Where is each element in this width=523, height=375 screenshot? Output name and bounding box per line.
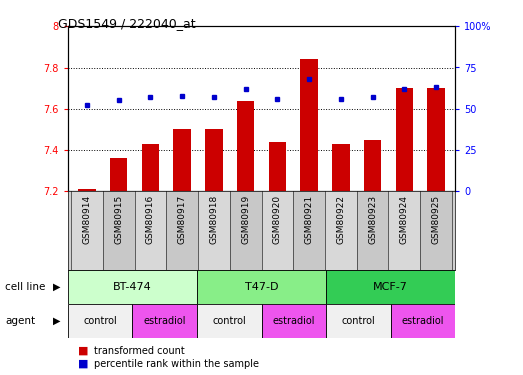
Text: agent: agent: [5, 316, 36, 326]
Text: GSM80925: GSM80925: [431, 195, 440, 244]
Text: estradiol: estradiol: [272, 316, 315, 326]
Text: GSM80916: GSM80916: [146, 195, 155, 244]
Bar: [68, 270, 197, 304]
Bar: [230, 191, 262, 270]
Bar: [395, 88, 413, 191]
Bar: [389, 191, 420, 270]
Text: T47-D: T47-D: [245, 282, 278, 292]
Bar: [269, 142, 286, 191]
Text: estradiol: estradiol: [143, 316, 186, 326]
Text: GSM80923: GSM80923: [368, 195, 377, 244]
Bar: [237, 100, 254, 191]
Text: percentile rank within the sample: percentile rank within the sample: [94, 359, 259, 369]
Bar: [332, 144, 349, 191]
Text: GDS1549 / 222040_at: GDS1549 / 222040_at: [58, 17, 195, 30]
Text: transformed count: transformed count: [94, 346, 185, 355]
Bar: [364, 140, 381, 191]
Text: cell line: cell line: [5, 282, 46, 292]
Bar: [198, 191, 230, 270]
Text: GSM80918: GSM80918: [209, 195, 219, 244]
Text: GSM80922: GSM80922: [336, 195, 345, 244]
Text: GSM80920: GSM80920: [273, 195, 282, 244]
Bar: [71, 191, 103, 270]
Bar: [166, 191, 198, 270]
Text: GSM80919: GSM80919: [241, 195, 250, 244]
Text: GSM80917: GSM80917: [178, 195, 187, 244]
Bar: [142, 144, 159, 191]
Bar: [357, 191, 389, 270]
Text: BT-474: BT-474: [113, 282, 152, 292]
Text: MCF-7: MCF-7: [373, 282, 408, 292]
Bar: [68, 304, 132, 338]
Bar: [197, 270, 326, 304]
Bar: [205, 129, 223, 191]
Text: control: control: [212, 316, 246, 326]
Text: GSM80915: GSM80915: [114, 195, 123, 244]
Text: GSM80921: GSM80921: [304, 195, 314, 244]
Bar: [134, 191, 166, 270]
Bar: [300, 59, 318, 191]
Bar: [293, 191, 325, 270]
Bar: [262, 191, 293, 270]
Text: ■: ■: [78, 359, 89, 369]
Text: estradiol: estradiol: [402, 316, 444, 326]
Bar: [326, 270, 455, 304]
Bar: [174, 129, 191, 191]
Bar: [110, 158, 128, 191]
Bar: [326, 304, 391, 338]
Bar: [262, 304, 326, 338]
Text: ▶: ▶: [53, 282, 60, 292]
Bar: [420, 191, 452, 270]
Text: GSM80924: GSM80924: [400, 195, 409, 244]
Text: control: control: [342, 316, 375, 326]
Text: control: control: [83, 316, 117, 326]
Bar: [197, 304, 262, 338]
Text: ▶: ▶: [53, 316, 60, 326]
Bar: [132, 304, 197, 338]
Bar: [103, 191, 134, 270]
Text: ■: ■: [78, 346, 89, 355]
Bar: [427, 88, 445, 191]
Bar: [78, 189, 96, 191]
Text: GSM80914: GSM80914: [83, 195, 92, 244]
Bar: [391, 304, 455, 338]
Bar: [325, 191, 357, 270]
